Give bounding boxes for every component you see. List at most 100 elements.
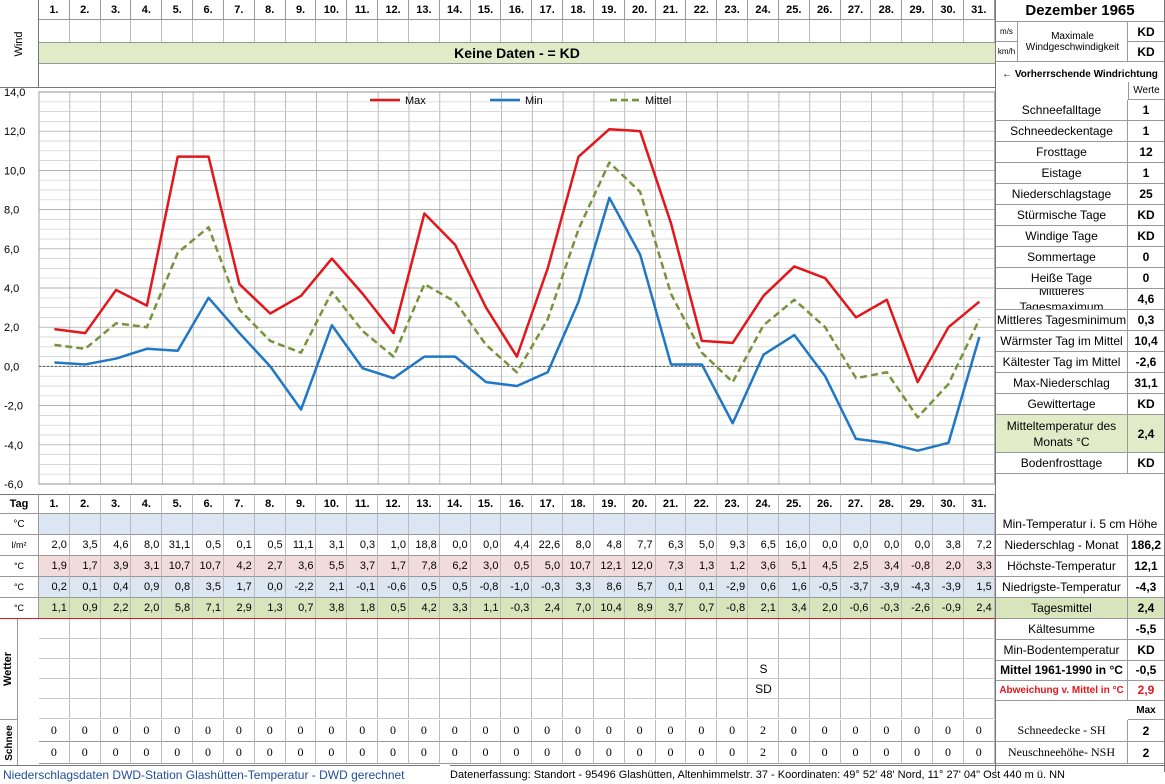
wetter-cell bbox=[902, 639, 934, 659]
label-nsh: Neuschneehöhe- NSH bbox=[996, 742, 1128, 764]
cell-mit: 2,4 bbox=[532, 598, 564, 619]
wetter-cell bbox=[193, 619, 224, 639]
y-tick-label: 4,0 bbox=[4, 283, 19, 295]
wetter-cell bbox=[285, 639, 317, 659]
cell-max: 12,1 bbox=[593, 556, 625, 577]
wetter-cell bbox=[439, 699, 471, 719]
cell-min: 0,5 bbox=[439, 577, 471, 598]
row-label-min: Niedrigste-Temperatur bbox=[996, 577, 1128, 598]
snow-nsh: 0 bbox=[593, 742, 625, 764]
stat-value: KD bbox=[1128, 205, 1164, 226]
cell-nied: 0,5 bbox=[193, 535, 224, 556]
wetter-cell bbox=[624, 679, 656, 699]
wetter-cell bbox=[840, 699, 872, 719]
cell-nied: 0,5 bbox=[254, 535, 286, 556]
wetter-cell bbox=[871, 659, 903, 679]
wetter-cell bbox=[809, 639, 841, 659]
value-abweichung: 2,9 bbox=[1128, 680, 1164, 701]
wetter-cell bbox=[532, 679, 564, 699]
wetter-cell bbox=[871, 679, 903, 699]
day-label-29: 29. bbox=[902, 494, 934, 514]
day-header-24: 24. bbox=[748, 0, 779, 20]
wetter-cell bbox=[254, 699, 286, 719]
cell-min: -0,8 bbox=[470, 577, 502, 598]
wetter-cell bbox=[501, 639, 533, 659]
wetter-cell bbox=[347, 679, 379, 699]
min5cm-cell bbox=[254, 514, 286, 535]
wetter-cell bbox=[378, 679, 409, 699]
cell-min: 0,2 bbox=[39, 577, 70, 598]
cell-min: 3,3 bbox=[563, 577, 594, 598]
wetter-cell bbox=[840, 639, 872, 659]
day-label-23: 23. bbox=[717, 494, 749, 514]
schnee-label: Schnee bbox=[3, 725, 15, 761]
min5cm-cell bbox=[933, 514, 964, 535]
cell-nied: 3,1 bbox=[316, 535, 348, 556]
cell-mit: 1,3 bbox=[254, 598, 286, 619]
min5cm-cell bbox=[963, 514, 995, 535]
cell-max: -0,8 bbox=[902, 556, 934, 577]
wetter-cell bbox=[840, 659, 872, 679]
wetter-cell bbox=[963, 639, 995, 659]
cell-min: -0,1 bbox=[347, 577, 379, 598]
stat-label: Max-Niederschlag bbox=[996, 373, 1128, 394]
temperature-chart: 14,0 12,0 10,0 8,0 6,0 4,0 2,0 0,0 -2,0 -4,0 -6,0 M… bbox=[4, 88, 995, 491]
cell-min: 1,6 bbox=[778, 577, 810, 598]
cell-min: 0,5 bbox=[408, 577, 440, 598]
day-header-2: 2. bbox=[69, 0, 101, 20]
wetter-cell bbox=[593, 679, 625, 699]
value-kaeltesumme: -5,5 bbox=[1128, 619, 1164, 640]
snow-sh: 0 bbox=[686, 720, 718, 742]
day-label-28: 28. bbox=[871, 494, 903, 514]
tag-label: Tag bbox=[0, 494, 39, 514]
snow-nsh: 0 bbox=[131, 742, 163, 764]
wetter-cell bbox=[470, 699, 502, 719]
wetter-cell bbox=[347, 659, 379, 679]
wetter-cell bbox=[871, 699, 903, 719]
day-header-21: 21. bbox=[655, 0, 687, 20]
cell-mit: 7,1 bbox=[193, 598, 224, 619]
day-label-7: 7. bbox=[223, 494, 255, 514]
cell-nied: 7,2 bbox=[963, 535, 995, 556]
wetter-cell bbox=[902, 679, 934, 699]
wetter-cell bbox=[963, 679, 995, 699]
cell-nied: 0,0 bbox=[840, 535, 872, 556]
wetter-cell bbox=[223, 679, 255, 699]
cell-max: 5,5 bbox=[316, 556, 348, 577]
stat-value: 1 bbox=[1128, 100, 1164, 121]
wetter-cell bbox=[439, 619, 471, 639]
cell-nied: 18,8 bbox=[408, 535, 440, 556]
wetter-cell bbox=[39, 679, 70, 699]
day-label-2: 2. bbox=[69, 494, 101, 514]
min5cm-cell bbox=[131, 514, 163, 535]
day-header-15: 15. bbox=[470, 0, 502, 20]
min5cm-cell bbox=[162, 514, 194, 535]
cell-nied: 4,6 bbox=[100, 535, 132, 556]
wetter-cell bbox=[193, 679, 224, 699]
wetter-cell bbox=[686, 619, 718, 639]
y-tick-label: 10,0 bbox=[4, 165, 25, 177]
wetter-cell bbox=[809, 679, 841, 699]
wetter-cell bbox=[686, 659, 718, 679]
snow-nsh: 0 bbox=[655, 742, 687, 764]
stat-label: Schneefalltage bbox=[996, 100, 1128, 121]
snow-nsh: 0 bbox=[439, 742, 471, 764]
cell-nied: 16,0 bbox=[778, 535, 810, 556]
wetter-sd: SD bbox=[755, 682, 772, 696]
wetter-cell bbox=[69, 619, 101, 639]
cell-max: 0,5 bbox=[501, 556, 533, 577]
cell-nied: 0,3 bbox=[347, 535, 379, 556]
cell-min: 0,0 bbox=[254, 577, 286, 598]
cell-max: 5,0 bbox=[532, 556, 564, 577]
cell-min: 0,6 bbox=[748, 577, 779, 598]
row-label-max: Höchste-Temperatur bbox=[996, 556, 1128, 577]
row-label-nied: Niederschlag - Monat bbox=[996, 535, 1128, 556]
wetter-cell bbox=[840, 679, 872, 699]
stat-value: 4,6 bbox=[1128, 289, 1164, 310]
label-kaeltesumme: Kältesumme bbox=[996, 619, 1128, 640]
wetter-cell bbox=[131, 659, 163, 679]
cell-max: 7,3 bbox=[655, 556, 687, 577]
wetter-cell bbox=[778, 639, 810, 659]
wetter-cell bbox=[532, 639, 564, 659]
wetter-cell bbox=[254, 679, 286, 699]
